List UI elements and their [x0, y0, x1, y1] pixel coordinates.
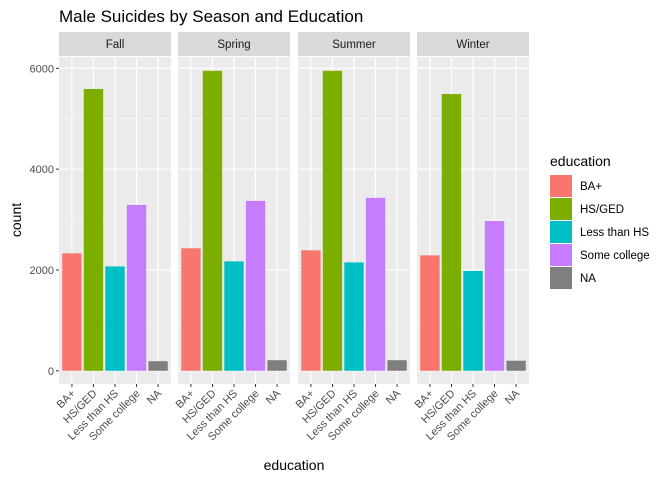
facet-strip-label: Summer — [332, 39, 376, 51]
facet-strip-label: Fall — [106, 39, 125, 51]
chart-title: Male Suicides by Season and Education — [59, 7, 363, 26]
bar-fall-less-than-hs — [105, 266, 125, 371]
y-tick-label: 4000 — [30, 164, 54, 176]
legend-label: Some college — [580, 250, 650, 262]
bar-summer-less-than-hs — [344, 262, 364, 371]
x-tick-label: NA — [384, 387, 404, 407]
x-tick-label: NA — [145, 387, 165, 407]
legend-label: BA+ — [580, 181, 602, 193]
legend-label: NA — [580, 273, 596, 285]
legend-label: HS/GED — [580, 204, 624, 216]
bar-spring-less-than-hs — [224, 261, 244, 371]
facet-strip-label: Spring — [217, 39, 250, 51]
bar-spring-some-college — [245, 200, 266, 371]
bar-winter-hs-ged — [441, 94, 462, 371]
bar-spring-hs-ged — [202, 70, 223, 371]
legend-swatch-ba- — [550, 175, 572, 197]
bar-summer-hs-ged — [322, 70, 343, 371]
bar-summer-ba- — [301, 250, 321, 371]
y-tick-label: 2000 — [30, 265, 54, 277]
x-axis-title: education — [264, 457, 325, 473]
bar-winter-ba- — [420, 255, 440, 371]
legend: education BA+ HS/GED Less than HS Some coll… — [550, 153, 650, 289]
legend-swatch-hs-ged — [550, 198, 572, 220]
bar-spring-na — [267, 360, 287, 371]
facet-strip — [298, 32, 410, 56]
y-axis: 0 2000 4000 6000 — [30, 63, 59, 378]
bar-winter-less-than-hs — [463, 270, 483, 371]
bar-summer-some-college — [365, 197, 386, 371]
y-axis-title: count — [8, 203, 24, 237]
legend-swatch-some-college — [550, 244, 572, 266]
facet-strip — [59, 32, 171, 56]
bar-summer-na — [387, 360, 407, 371]
x-tick-label: NA — [503, 387, 523, 407]
bar-fall-na — [148, 361, 168, 371]
facet-strip-label: Winter — [456, 39, 489, 51]
bar-fall-hs-ged — [83, 88, 104, 371]
bar-fall-some-college — [126, 204, 147, 371]
bar-winter-some-college — [484, 221, 505, 371]
legend-swatch-na — [550, 267, 572, 289]
bar-winter-na — [506, 360, 526, 371]
legend-swatch-less-than-hs — [550, 221, 572, 243]
facet-strip — [178, 32, 290, 56]
bar-spring-ba- — [181, 248, 201, 371]
bar-fall-ba- — [62, 253, 82, 371]
x-tick-label: NA — [264, 387, 284, 407]
legend-label: Less than HS — [580, 227, 649, 239]
y-tick-label: 6000 — [30, 63, 54, 75]
facet-strip — [417, 32, 529, 56]
y-tick-label: 0 — [48, 366, 54, 378]
legend-title: education — [550, 153, 611, 169]
